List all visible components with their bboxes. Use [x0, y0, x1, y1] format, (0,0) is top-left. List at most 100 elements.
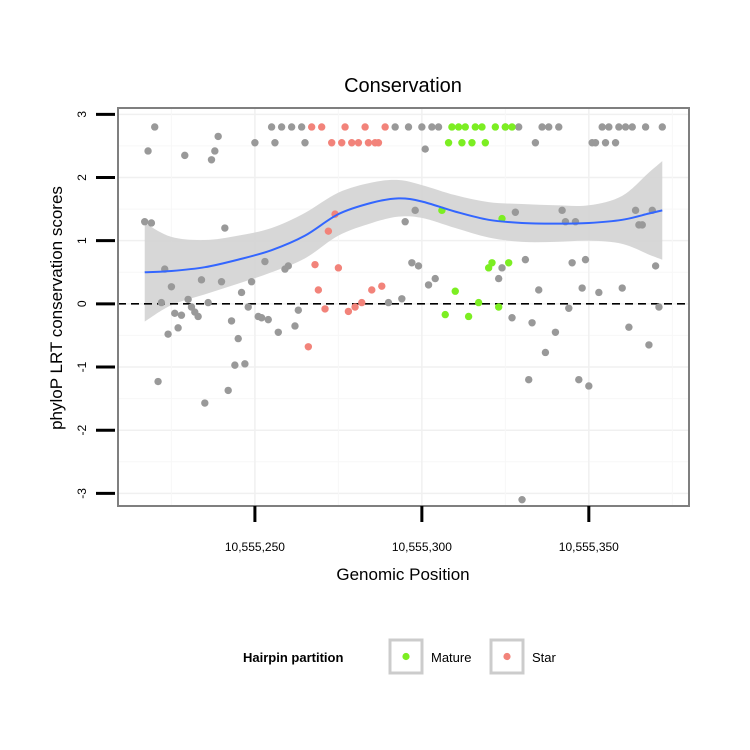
- y-tick-label: -2: [75, 425, 89, 436]
- point-mature: [491, 123, 500, 131]
- point-other: [184, 295, 192, 304]
- point-star: [334, 264, 343, 272]
- point-other: [384, 298, 393, 307]
- point-mature: [478, 123, 486, 131]
- plot-background: [118, 108, 689, 506]
- x-tick-label: 10,555,300: [392, 540, 452, 554]
- point-other: [164, 330, 172, 338]
- y-axis-title: phyloP LRT conservation scores: [47, 186, 66, 430]
- point-other: [658, 123, 666, 131]
- point-other: [515, 123, 523, 131]
- point-other: [431, 274, 439, 283]
- point-star: [324, 227, 333, 235]
- point-other: [575, 375, 583, 384]
- point-other: [531, 139, 540, 147]
- point-other: [414, 262, 423, 270]
- point-other: [428, 123, 436, 131]
- legend-dot-mature: [402, 652, 410, 661]
- point-other: [551, 328, 560, 336]
- point-mature: [508, 123, 516, 131]
- point-other: [521, 255, 530, 264]
- y-tick-label: -3: [75, 488, 89, 499]
- point-other: [508, 314, 516, 322]
- point-other: [231, 361, 239, 369]
- x-axis: 10,555,250 10,555,300 10,555,350: [225, 506, 619, 554]
- point-other: [398, 295, 406, 303]
- point-other: [147, 219, 156, 227]
- point-other: [247, 278, 256, 286]
- point-star: [381, 123, 389, 131]
- y-tick-label: 3: [75, 111, 89, 118]
- point-other: [528, 319, 536, 327]
- point-other: [251, 139, 259, 147]
- point-mature: [444, 139, 453, 147]
- point-other: [418, 123, 426, 131]
- point-other: [241, 360, 249, 368]
- point-other: [424, 281, 433, 289]
- point-star: [358, 298, 366, 307]
- point-other: [224, 386, 232, 395]
- legend: Hairpin partition Mature Star: [243, 638, 557, 675]
- point-other: [301, 139, 309, 147]
- point-other: [545, 123, 553, 131]
- plot-border: [117, 107, 690, 507]
- point-other: [525, 375, 533, 384]
- point-other: [174, 324, 182, 332]
- point-other: [535, 286, 543, 294]
- point-other: [618, 284, 626, 292]
- point-other: [631, 206, 640, 215]
- point-other: [264, 315, 272, 324]
- point-other: [621, 123, 630, 131]
- point-other: [598, 123, 606, 131]
- point-other: [434, 123, 443, 131]
- point-other: [628, 123, 636, 131]
- point-other: [585, 382, 593, 390]
- confidence-ribbon: [144, 161, 663, 322]
- point-other: [157, 298, 166, 307]
- point-other: [144, 147, 152, 155]
- point-star: [328, 139, 336, 147]
- y-tick-label: 0: [75, 300, 89, 307]
- point-mature: [451, 287, 459, 295]
- point-other: [391, 123, 399, 131]
- point-star: [311, 260, 319, 269]
- point-mature: [441, 310, 449, 319]
- y-tick-label: 2: [75, 174, 89, 181]
- point-other: [257, 314, 266, 322]
- point-other: [558, 206, 566, 215]
- point-other: [221, 224, 229, 232]
- point-other: [151, 123, 159, 131]
- point-star: [364, 139, 373, 147]
- point-mature: [501, 123, 510, 131]
- legend-label-star: Star: [532, 650, 557, 665]
- point-other: [601, 139, 610, 147]
- point-other: [611, 139, 620, 147]
- point-other: [217, 278, 226, 286]
- point-star: [314, 286, 323, 294]
- point-other: [404, 123, 413, 131]
- point-mature: [454, 123, 463, 131]
- point-other: [154, 377, 162, 386]
- x-axis-title: Genomic Position: [336, 565, 469, 584]
- chart-title: Conservation: [344, 75, 462, 97]
- point-other: [284, 262, 292, 270]
- point-other: [267, 123, 276, 131]
- point-other: [421, 145, 429, 153]
- point-other: [565, 304, 573, 312]
- legend-label-mature: Mature: [431, 650, 471, 665]
- point-other: [177, 311, 186, 319]
- point-other: [194, 312, 202, 321]
- point-other: [297, 123, 306, 131]
- point-other: [568, 259, 576, 267]
- point-other: [227, 317, 236, 325]
- point-mature: [504, 259, 513, 267]
- point-other: [271, 139, 279, 147]
- point-other: [197, 276, 206, 284]
- y-tick-label: 1: [75, 237, 89, 244]
- point-other: [578, 284, 586, 292]
- point-star: [351, 303, 359, 311]
- point-mature: [458, 139, 466, 147]
- point-other: [277, 123, 286, 131]
- point-mature: [471, 123, 479, 131]
